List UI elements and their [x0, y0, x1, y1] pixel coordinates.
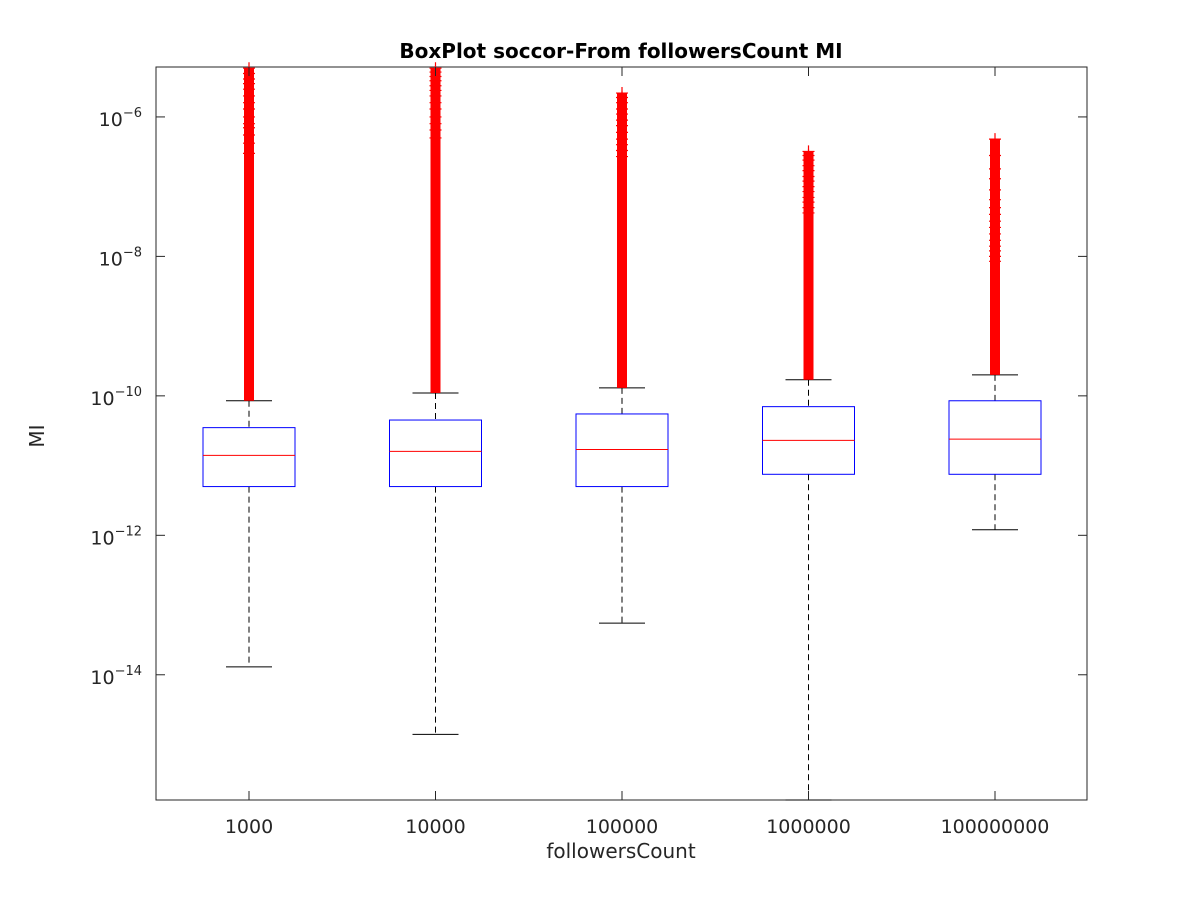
outlier-marker	[802, 206, 815, 219]
y-tick-label: 10−12	[90, 524, 142, 549]
outlier-band	[244, 68, 254, 401]
outlier-marker	[989, 255, 1001, 268]
y-tick-label: 10−6	[99, 106, 142, 131]
x-axis-label: followersCount	[546, 839, 695, 863]
y-tick-label: 10−10	[90, 385, 142, 410]
iqr-box	[202, 427, 296, 488]
box-1000000	[762, 145, 855, 801]
outlier-band	[617, 93, 627, 388]
outlier-marker	[429, 131, 442, 144]
boxes-layer	[202, 62, 1042, 801]
box-100000	[575, 87, 669, 624]
y-tick-label: 10−8	[99, 245, 142, 270]
iqr-box	[575, 413, 669, 488]
y-tick-label: 10−14	[90, 664, 142, 689]
y-axis: 10−14 10−12 10−10 10−8 10−6	[90, 106, 1087, 689]
outlier-marker	[243, 147, 255, 160]
iqr-box	[948, 400, 1042, 475]
x-tick-label: 1000	[225, 816, 273, 838]
outlier-marker	[989, 149, 1001, 162]
x-tick-label: 1000000	[766, 816, 851, 838]
iqr-box	[389, 419, 482, 488]
outlier-marker	[616, 150, 628, 163]
outlier-marker	[989, 133, 1001, 146]
outlier-band	[430, 68, 441, 393]
box-100000000	[948, 133, 1042, 531]
x-tick-label: 100000000	[941, 816, 1050, 838]
x-tick-label: 10000	[405, 816, 465, 838]
chart-title: BoxPlot soccor-From followersCount MI	[399, 39, 842, 63]
x-tick-label: 100000	[586, 816, 659, 838]
y-axis-label: MI	[25, 424, 49, 447]
outlier-marker	[243, 137, 255, 150]
x-axis: 1000 10000 100000 1000000 100000000	[225, 67, 1050, 838]
outlier-marker	[989, 172, 1001, 185]
outlier-band	[803, 151, 814, 380]
